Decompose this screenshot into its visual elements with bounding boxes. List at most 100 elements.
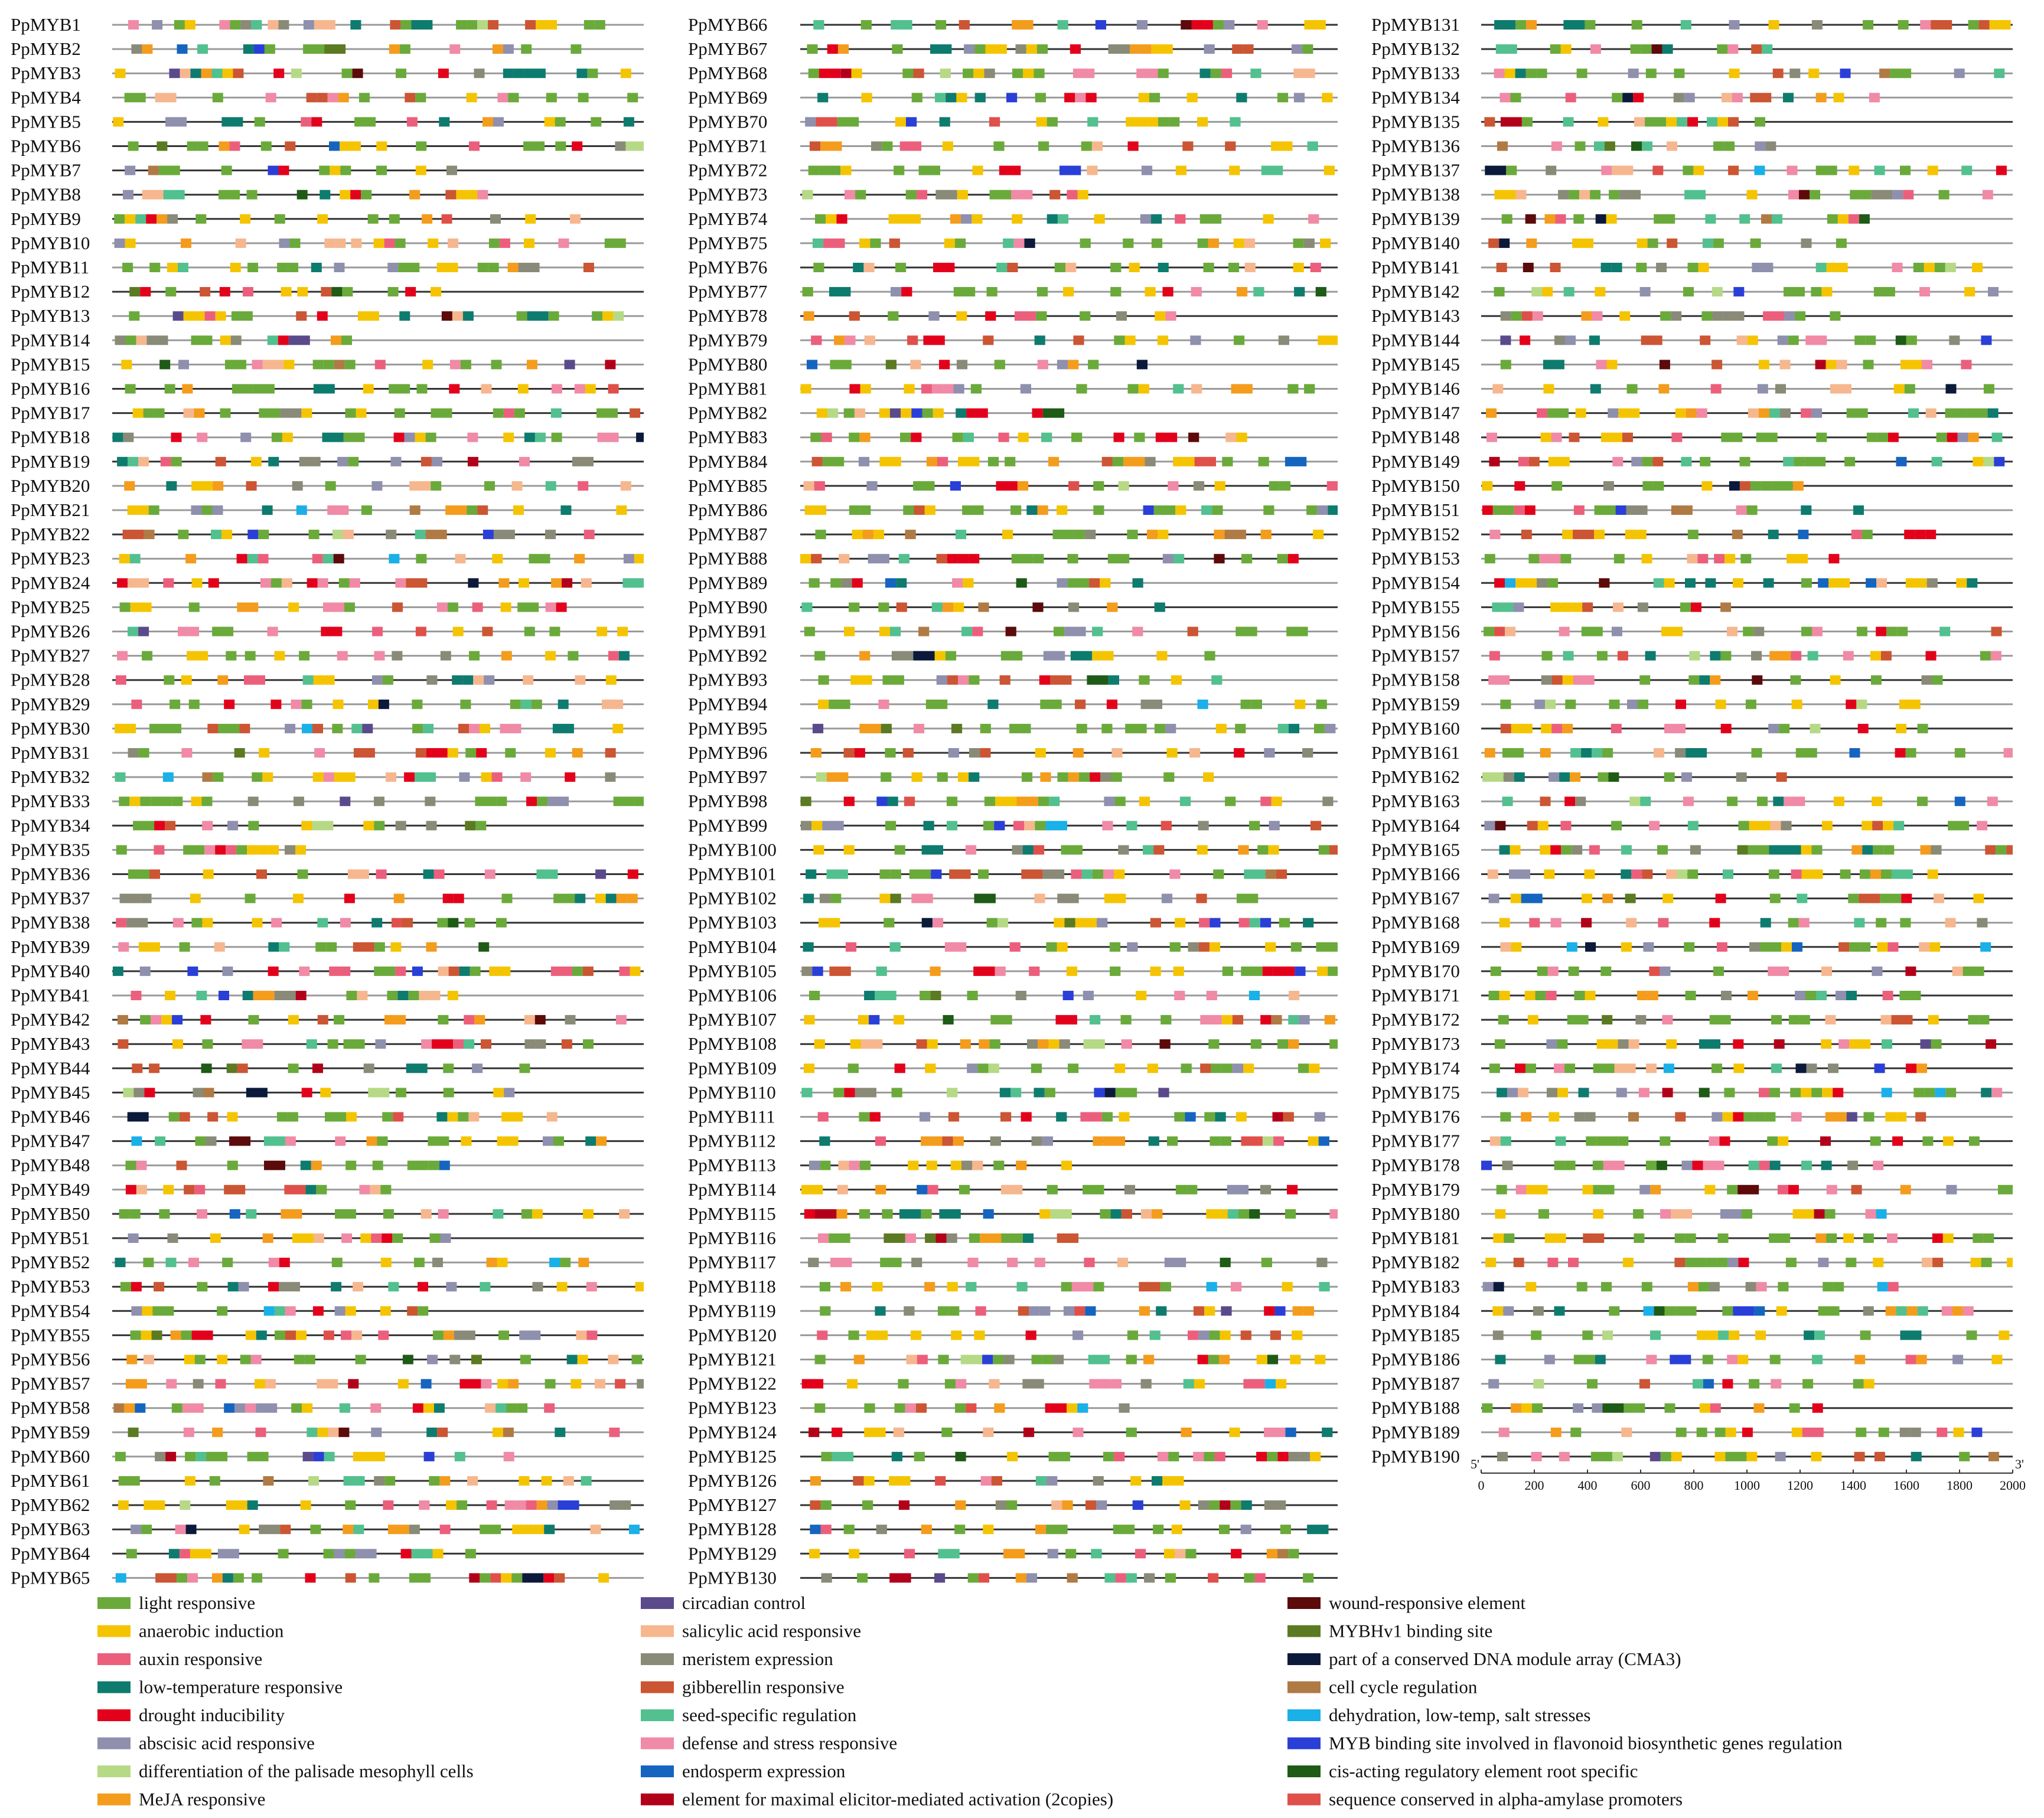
cis-element-mark [194, 1184, 206, 1194]
cis-element-mark [995, 966, 1006, 976]
cis-element-mark [1211, 1015, 1222, 1025]
legend-entry: circadian control [641, 1592, 806, 1613]
cis-element-mark [548, 311, 559, 321]
cis-element-mark [114, 238, 125, 248]
cis-element-mark [520, 772, 532, 782]
cis-element-mark [1064, 626, 1086, 637]
gene-label: PpMYB54 [11, 1300, 90, 1321]
cis-element-mark [1612, 165, 1634, 175]
cis-element-mark [1328, 966, 1338, 976]
cis-element-mark [586, 1282, 597, 1292]
cis-element-mark [945, 651, 957, 661]
cis-element-mark [1876, 626, 1887, 637]
legend-entry: low-temperature responsive [97, 1677, 343, 1698]
cis-element-mark [1052, 530, 1074, 540]
cis-element-mark [1900, 165, 1911, 175]
cis-element-mark [299, 966, 310, 976]
cis-element-mark [359, 93, 370, 103]
cis-element-mark [287, 1112, 298, 1122]
cis-element-mark [464, 918, 475, 928]
cis-element-mark [1494, 287, 1505, 297]
cis-element-mark [811, 821, 823, 831]
cis-element-mark [348, 1379, 359, 1389]
cis-element-mark [302, 1403, 313, 1413]
cis-element-mark [1849, 748, 1860, 758]
cis-element-mark [141, 1525, 152, 1535]
cis-element-mark [1649, 966, 1660, 976]
cis-element-mark [140, 797, 151, 807]
cis-element-mark [301, 408, 312, 418]
cis-element-mark [366, 1136, 377, 1146]
cis-element-mark [1574, 1112, 1585, 1122]
cis-element-mark [1628, 1039, 1639, 1049]
cis-element-mark [1087, 117, 1098, 127]
legend-label: drought inducibility [139, 1705, 285, 1725]
cis-element-mark [935, 190, 947, 200]
cis-element-mark [1505, 578, 1516, 588]
cis-element-mark [809, 991, 820, 1000]
cis-element-mark [878, 602, 889, 612]
cis-element-mark [882, 1209, 893, 1219]
cis-element-mark [1904, 530, 1915, 540]
cis-element-mark [859, 1112, 870, 1122]
cis-element-mark [1081, 869, 1093, 879]
cis-element-mark [806, 360, 818, 370]
cis-element-mark [991, 1476, 1002, 1486]
cis-element-mark [843, 748, 855, 758]
cis-element-mark [1795, 311, 1806, 321]
cis-element-mark [860, 384, 871, 394]
axis-start-label: 5' [1471, 1457, 1479, 1471]
cis-element-mark [904, 384, 915, 394]
cis-element-mark [125, 1184, 136, 1194]
cis-element-mark [1174, 1112, 1185, 1122]
cis-element-mark [1715, 699, 1726, 709]
cis-element-mark [1987, 797, 1998, 807]
cis-element-mark [1026, 505, 1038, 515]
cis-element-mark [1893, 384, 1905, 394]
cis-element-mark [497, 1136, 519, 1146]
cis-element-mark [165, 287, 177, 297]
cis-element-mark [830, 360, 852, 370]
cis-element-mark [1194, 456, 1216, 466]
gene-label: PpMYB14 [11, 329, 90, 350]
cis-element-mark [412, 699, 423, 709]
cis-element-mark [1996, 165, 2007, 175]
cis-element-mark [335, 238, 346, 248]
cis-element-mark [1077, 190, 1088, 200]
cis-element-mark [1293, 263, 1304, 272]
cis-element-mark [946, 190, 957, 200]
gene-label: PpMYB104 [688, 936, 777, 957]
cis-element-mark [595, 869, 607, 879]
cis-element-mark [1853, 1379, 1864, 1389]
gene-label: PpMYB161 [1371, 742, 1460, 763]
cis-element-mark [1929, 942, 1941, 952]
gene-track: PpMYB40 [11, 961, 644, 981]
cis-element-mark [1590, 384, 1601, 394]
cis-element-mark [1193, 1306, 1205, 1316]
gene-track: PpMYB175 [1371, 1082, 2013, 1102]
gene-label: PpMYB145 [1371, 354, 1460, 374]
cis-element-mark [949, 869, 971, 879]
cis-element-mark [459, 966, 470, 976]
legend-swatch [97, 1625, 131, 1637]
cis-element-mark [1306, 505, 1318, 515]
cis-element-mark [207, 1112, 219, 1122]
gene-label: PpMYB165 [1371, 839, 1460, 860]
cis-element-mark [172, 1039, 183, 1049]
cis-element-mark [353, 748, 375, 758]
cis-element-mark [1510, 93, 1521, 103]
cis-element-mark [849, 1160, 860, 1170]
cis-element-mark [811, 554, 822, 564]
cis-element-mark [119, 797, 130, 807]
cis-element-mark [854, 748, 865, 758]
cis-element-mark [1662, 44, 1673, 54]
gene-track: PpMYB23 [11, 548, 644, 569]
cis-element-mark [863, 1476, 875, 1486]
cis-element-mark [853, 1354, 865, 1365]
cis-element-mark [123, 190, 133, 200]
cis-element-mark [340, 165, 351, 175]
cis-element-mark [1585, 1112, 1596, 1122]
cis-element-mark [890, 626, 901, 637]
cis-element-mark [1111, 748, 1123, 758]
cis-element-mark [1158, 68, 1169, 79]
